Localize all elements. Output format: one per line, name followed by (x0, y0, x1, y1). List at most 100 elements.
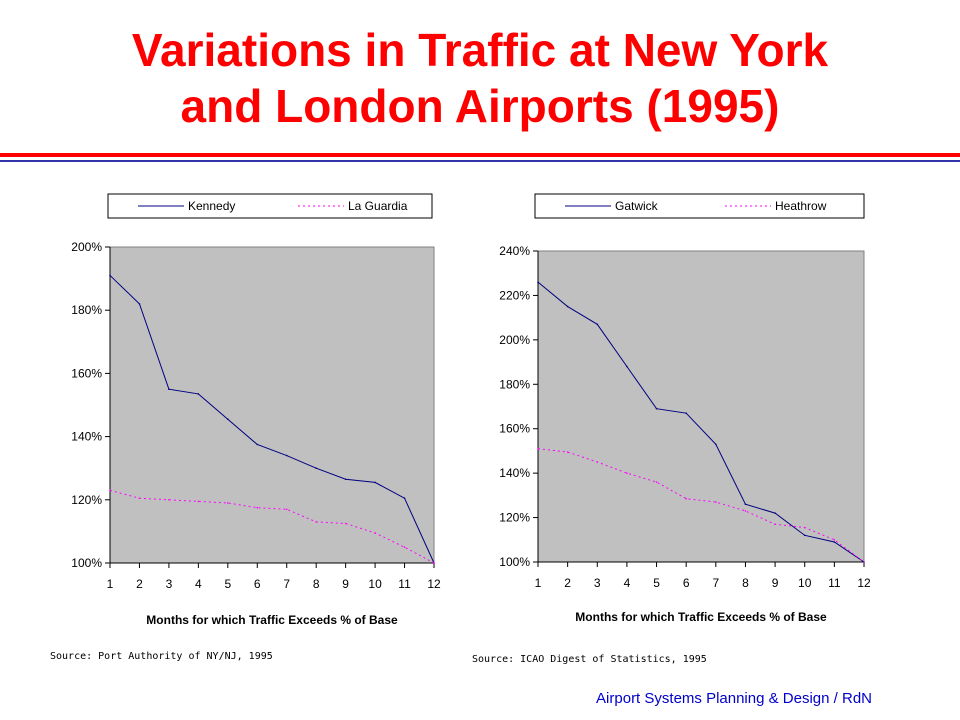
ny-series-line-1 (109, 489, 435, 564)
london-legend-label-0: Gatwick (615, 199, 659, 213)
london-series-line-1 (537, 448, 865, 563)
ny-x-tick-label: 4 (195, 577, 202, 591)
london-y-tick-label: 200% (499, 333, 530, 347)
london-x-tick-label: 6 (683, 576, 690, 590)
london-y-tick-label: 100% (499, 555, 530, 569)
ny-series-1-point (227, 502, 229, 504)
ny-legend-label-0: Kennedy (188, 199, 235, 213)
london-series-1-point (596, 461, 599, 463)
london-series-0-point (655, 407, 658, 410)
title-divider-red (0, 153, 960, 157)
london-y-tick-label: 140% (499, 466, 530, 480)
london-plot-area (537, 250, 865, 563)
london-x-tick-label: 3 (594, 576, 601, 590)
ny-series-1-point (344, 522, 347, 525)
ny-y-tick-label: 120% (71, 493, 102, 507)
london-series-1-point (626, 472, 628, 474)
ny-series-0-point (285, 454, 288, 457)
ny-series-0-point (344, 478, 347, 481)
ny-series-0-point (109, 274, 111, 277)
ny-x-tick-label: 11 (398, 577, 411, 591)
ny-series-1-point (285, 508, 288, 511)
london-series-1-point (566, 451, 569, 453)
ny-x-tick-label: 6 (254, 577, 261, 591)
london-y-tick-label: 240% (499, 244, 530, 258)
ny-x-tick-label: 1 (107, 577, 114, 591)
ny-series-0-point (403, 497, 406, 500)
london-series-1-point (774, 523, 776, 526)
ny-x-tick-label: 2 (136, 577, 143, 591)
london-x-tick-label: 9 (772, 576, 779, 590)
slide-title-line1: Variations in Traffic at New York (131, 24, 829, 76)
ny-x-axis-label: Months for which Traffic Exceeds % of Ba… (146, 613, 398, 627)
ny-x-tick-label: 10 (368, 577, 382, 591)
london-y-tick-label: 160% (499, 422, 530, 436)
london-x-tick-label: 12 (857, 576, 871, 590)
london-series-0-point (803, 534, 806, 537)
footer-credit: Airport Systems Planning & Design / RdN (596, 690, 872, 707)
ny-x-tick-label: 9 (342, 577, 349, 591)
ny-y-tick-label: 140% (71, 430, 102, 444)
ny-x-tick-label: 7 (283, 577, 290, 591)
ny-series-0-point (168, 388, 170, 391)
london-x-tick-label: 4 (624, 576, 631, 590)
london-x-tick-label: 1 (535, 576, 542, 590)
london-series-0-point (596, 323, 599, 326)
ny-x-tick-label: 8 (313, 577, 320, 591)
london-x-tick-label: 7 (712, 576, 719, 590)
london-series-1-point (715, 501, 717, 503)
ny-y-tick-label: 160% (71, 366, 102, 380)
london-legend-label-1: Heathrow (775, 199, 827, 213)
ny-series-0-point (227, 418, 229, 421)
london-series-0-point (626, 365, 628, 368)
london-series-1-point (803, 526, 806, 529)
ny-series-1-point (374, 532, 376, 534)
ny-series-1-point (256, 506, 259, 509)
ny-series-1-point (138, 497, 141, 500)
ny-series-1-point (315, 521, 317, 523)
slide-title: Variations in Traffic at New York and Lo… (0, 22, 960, 134)
london-source-note: Source: ICAO Digest of Statistics, 1995 (472, 654, 707, 665)
ny-series-1-point (197, 500, 200, 503)
london-series-0-point (685, 412, 687, 414)
ny-series-1-point (168, 499, 170, 501)
london-series-1-point (537, 447, 539, 450)
ny-x-tick-label: 5 (224, 577, 231, 591)
london-series-1-point (655, 481, 658, 483)
london-y-tick-label: 180% (499, 377, 530, 391)
ny-y-tick-label: 100% (71, 556, 102, 570)
ny-series-1-point (403, 546, 406, 548)
london-x-tick-label: 10 (798, 576, 812, 590)
london-x-axis-label: Months for which Traffic Exceeds % of Ba… (575, 610, 827, 624)
ny-series-0-point (374, 481, 376, 484)
london-series-1-point (863, 561, 865, 563)
london-x-tick-label: 5 (653, 576, 660, 590)
ny-series-0-point (197, 393, 200, 395)
ny-series-1-point (109, 489, 111, 492)
ny-series-0-point (315, 467, 317, 470)
ny-plot-area (109, 246, 435, 564)
ny-series-1-point (433, 562, 435, 564)
ny-series-0-point (138, 303, 141, 305)
ny-y-tick-label: 180% (71, 303, 102, 317)
london-series-0-point (715, 443, 717, 446)
ny-series-line-0 (109, 275, 435, 564)
ny-legend-label-1: La Guardia (348, 199, 408, 213)
london-series-1-point (685, 497, 687, 500)
london-y-tick-label: 220% (499, 288, 530, 302)
london-x-tick-label: 8 (742, 576, 749, 590)
london-y-tick-label: 120% (499, 511, 530, 525)
london-series-1-point (833, 538, 836, 541)
london-series-0-point (774, 512, 776, 514)
london-series-0-point (744, 503, 747, 506)
london-series-line-0 (537, 281, 865, 563)
ny-x-tick-label: 3 (166, 577, 173, 591)
ny-y-tick-label: 200% (71, 240, 102, 254)
new-york-source-note: Source: Port Authority of NY/NJ, 1995 (50, 651, 273, 662)
london-x-tick-label: 2 (564, 576, 571, 590)
london-x-tick-label: 11 (828, 576, 841, 590)
london-series-0-point (833, 541, 836, 543)
london-series-1-point (744, 510, 747, 512)
